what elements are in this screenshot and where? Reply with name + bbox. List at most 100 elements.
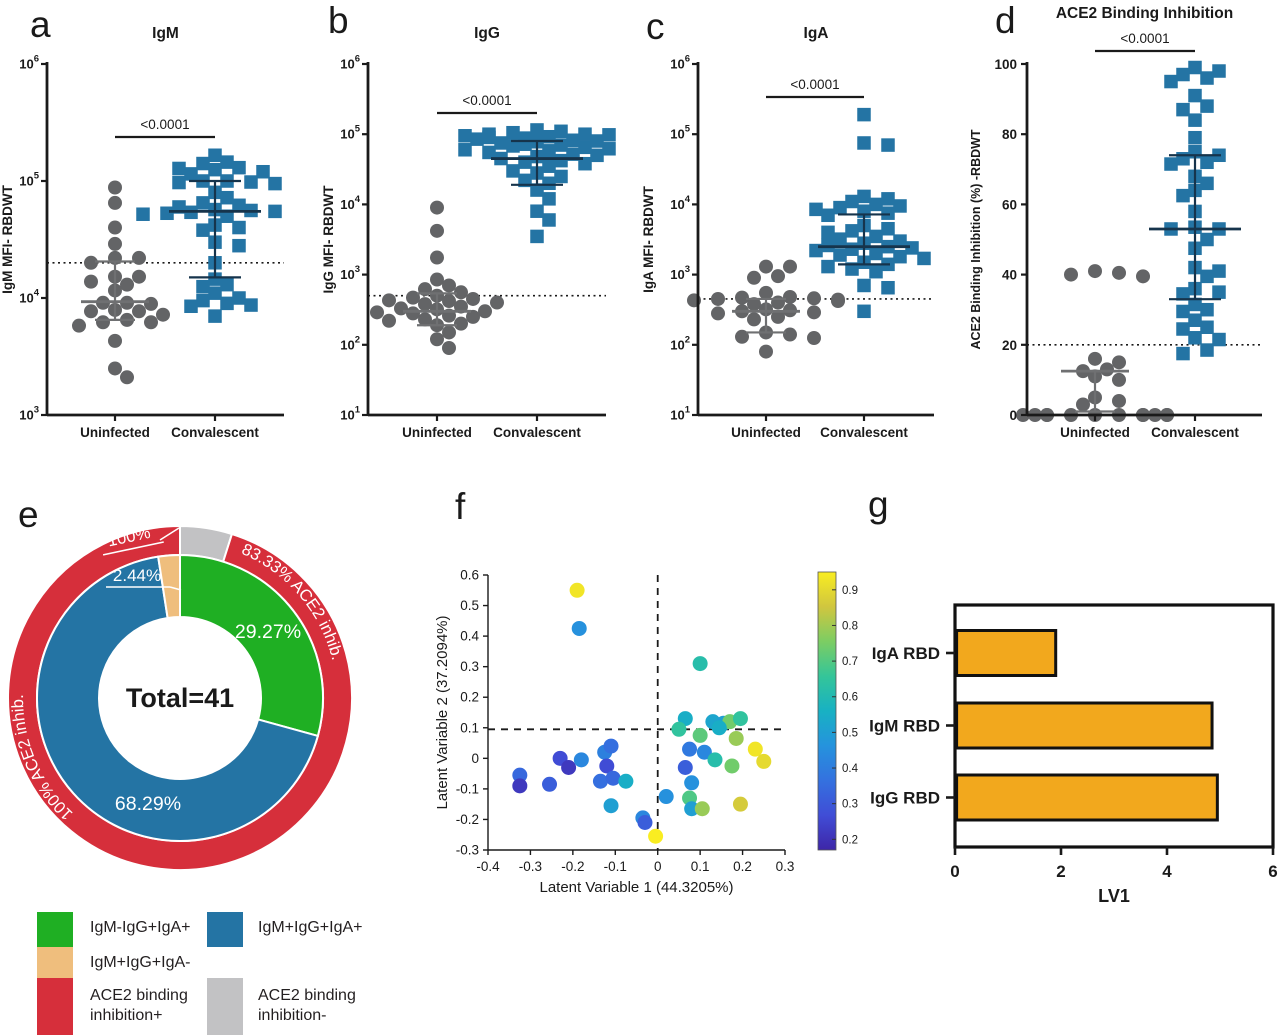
svg-text:Convalescent: Convalescent — [820, 425, 908, 440]
svg-text:0.6: 0.6 — [842, 692, 858, 704]
svg-text:IgG MFI- RBDWT: IgG MFI- RBDWT — [321, 185, 336, 294]
legend-swatch-iga-neg — [37, 947, 73, 978]
svg-text:Latent Variable 1 (44.3205%): Latent Variable 1 (44.3205%) — [539, 879, 733, 896]
svg-text:106: 106 — [340, 54, 360, 72]
svg-text:104: 104 — [19, 288, 39, 306]
svg-text:105: 105 — [670, 124, 690, 142]
svg-text:Convalescent: Convalescent — [1151, 425, 1239, 440]
svg-text:-0.2: -0.2 — [456, 812, 479, 827]
panel-letter-d: d — [995, 0, 1016, 41]
svg-text:<0.0001: <0.0001 — [140, 117, 189, 132]
panel-letter-c: c — [646, 6, 665, 47]
svg-text:-0.3: -0.3 — [456, 843, 479, 858]
svg-text:0.1: 0.1 — [460, 720, 479, 735]
svg-text:101: 101 — [670, 405, 690, 423]
legend-swatch-ace2-neg — [207, 978, 243, 1035]
svg-text:-0.2: -0.2 — [561, 859, 584, 874]
serostatus-donut-chart: 83.33% ACE2 inhib.100% ACE2 inhib.29.27%… — [7, 523, 353, 871]
svg-text:Latent Variable 2 (37.2094%): Latent Variable 2 (37.2094%) — [434, 615, 451, 809]
svg-text:0: 0 — [1009, 408, 1017, 423]
a-uninfected-points — [72, 180, 170, 385]
svg-text:0.2: 0.2 — [460, 690, 479, 705]
legend-label-iga-neg: IgM+IgG+IgA- — [90, 954, 191, 971]
legend-swatch-igm-neg — [37, 912, 73, 947]
svg-text:IgG: IgG — [474, 25, 500, 42]
svg-text:103: 103 — [19, 405, 39, 423]
panel-letter-b: b — [328, 0, 349, 41]
svg-text:100: 100 — [994, 57, 1017, 72]
svg-text:0.8: 0.8 — [842, 620, 858, 632]
svg-text:101: 101 — [340, 405, 360, 423]
svg-text:0.1: 0.1 — [691, 859, 710, 874]
bar-igm-rbd — [955, 701, 1214, 750]
svg-text:IgA: IgA — [804, 25, 829, 42]
svg-text:29.27%: 29.27% — [235, 621, 301, 643]
svg-text:60: 60 — [1002, 197, 1017, 212]
svg-text:20: 20 — [1002, 338, 1017, 353]
bar-igg-rbd — [955, 773, 1219, 822]
svg-text:80: 80 — [1002, 127, 1017, 142]
svg-text:0: 0 — [654, 859, 662, 874]
inner-1 — [36, 555, 320, 842]
legend-label-all-pos: IgM+IgG+IgA+ — [258, 919, 363, 936]
svg-text:0: 0 — [471, 751, 479, 766]
bar-iga-rbd — [955, 629, 1058, 677]
svg-text:Uninfected: Uninfected — [402, 425, 472, 440]
svg-text:Convalescent: Convalescent — [493, 425, 581, 440]
c-convalescent-points — [809, 107, 931, 319]
svg-text:<0.0001: <0.0001 — [462, 93, 511, 108]
svg-text:Uninfected: Uninfected — [731, 425, 801, 440]
svg-text:IgA RBD: IgA RBD — [872, 644, 940, 663]
svg-text:-0.1: -0.1 — [456, 781, 479, 796]
svg-text:68.29%: 68.29% — [115, 793, 181, 815]
svg-text:IgM MFI- RBDWT: IgM MFI- RBDWT — [0, 184, 15, 293]
svg-text:106: 106 — [19, 54, 39, 72]
svg-text:102: 102 — [670, 334, 690, 352]
legend-label-ace2-neg: ACE2 binding inhibition- — [258, 987, 356, 1024]
igg-dotplot-chart: 101 102 103 104 105 106 Uninfected Convalescent… — [321, 25, 616, 440]
svg-text:102: 102 — [340, 334, 360, 352]
a-convalescent-points — [136, 148, 282, 323]
b-uninfected-points — [370, 200, 504, 356]
inner-0 — [179, 553, 324, 738]
svg-text:ACE2 Binding Inhibition (%) -R: ACE2 Binding Inhibition (%) -RBDWT — [969, 129, 983, 349]
svg-text:IgA MFI- RBDWT: IgA MFI- RBDWT — [641, 185, 656, 292]
svg-text:2.44%: 2.44% — [113, 566, 161, 585]
svg-text:0.5: 0.5 — [460, 598, 479, 613]
legend-label-igm-neg: IgM-IgG+IgA+ — [90, 919, 191, 936]
svg-text:ACE2 Binding Inhibition: ACE2 Binding Inhibition — [1056, 5, 1233, 22]
svg-text:0.4: 0.4 — [842, 763, 859, 775]
svg-text:2: 2 — [1056, 862, 1065, 881]
svg-text:-0.3: -0.3 — [519, 859, 542, 874]
svg-text:0.2: 0.2 — [842, 834, 858, 846]
svg-text:Uninfected: Uninfected — [1060, 425, 1130, 440]
svg-text:40: 40 — [1002, 268, 1017, 283]
svg-text:IgM RBD: IgM RBD — [869, 717, 940, 736]
svg-text:0.9: 0.9 — [842, 585, 858, 597]
svg-text:IgM: IgM — [152, 25, 179, 42]
svg-text:0.3: 0.3 — [842, 799, 858, 811]
svg-text:0.4: 0.4 — [460, 629, 479, 644]
c-uninfected-points — [687, 259, 845, 359]
svg-text:Total=41: Total=41 — [126, 683, 234, 713]
svg-text:103: 103 — [340, 264, 360, 282]
d-convalescent-points — [1164, 60, 1226, 361]
lv1-loadings-bar-chart: IgA RBD IgM RBD IgG RBD 0 2 4 6 LV1 — [869, 603, 1278, 906]
svg-text:104: 104 — [670, 194, 690, 212]
svg-text:0: 0 — [950, 862, 959, 881]
svg-text:6: 6 — [1268, 862, 1277, 881]
iga-dotplot-chart: 101 102 103 104 105 106 Uninfected Convalescent… — [641, 25, 934, 440]
latent-variable-scatter-chart: -0.4 -0.3 -0.2 -0.1 0 0.1 0.2 0.3-0.3-0.2-0.100… — [434, 568, 859, 897]
panel-letter-f: f — [455, 486, 466, 527]
svg-text:105: 105 — [340, 124, 360, 142]
svg-text:0.6: 0.6 — [460, 568, 479, 583]
svg-text:4: 4 — [1162, 862, 1172, 881]
svg-text:<0.0001: <0.0001 — [1120, 31, 1169, 46]
legend-label-ace2-pos: ACE2 binding inhibition+ — [90, 987, 188, 1024]
svg-text:Convalescent: Convalescent — [171, 425, 259, 440]
panel-letter-e: e — [18, 494, 39, 535]
svg-text:105: 105 — [19, 171, 39, 189]
svg-text:Uninfected: Uninfected — [80, 425, 150, 440]
svg-text:104: 104 — [340, 194, 360, 212]
